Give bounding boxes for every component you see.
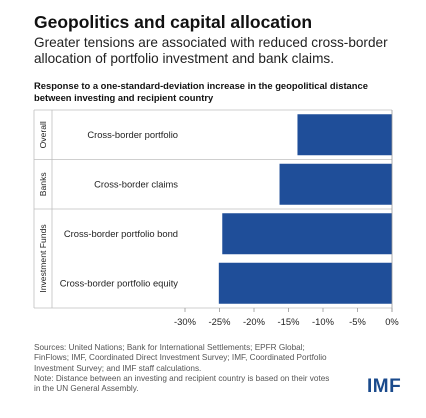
x-tick-label: 0%	[385, 316, 399, 327]
group-label: Investment Funds	[38, 224, 48, 292]
group-label: Banks	[38, 172, 48, 196]
chart-heading: Response to a one-standard-deviation inc…	[34, 80, 368, 103]
x-tick-label: -5%	[349, 316, 366, 327]
x-tick-label: -20%	[243, 316, 265, 327]
bar	[222, 213, 392, 255]
imf-logo: IMF	[367, 376, 402, 397]
bar	[279, 163, 392, 205]
source-note-line: Sources: United Nations; Bank for Intern…	[34, 343, 327, 373]
bar	[297, 114, 392, 156]
x-tick-label: -25%	[209, 316, 231, 327]
x-tick-label: -10%	[312, 316, 334, 327]
x-tick-label: -15%	[278, 316, 300, 327]
chart-title: Geopolitics and capital allocation	[34, 12, 313, 32]
x-tick-label: -30%	[174, 316, 196, 327]
chart-subtitle: Greater tensions are associated with red…	[34, 35, 388, 66]
source-note: Sources: United Nations; Bank for Intern…	[34, 343, 334, 394]
bar	[218, 262, 392, 304]
source-note-line: Note: Distance between an investing and …	[34, 373, 330, 394]
bar-chart: Overall Banks Investment Funds Cross-border…	[33, 109, 399, 327]
category-label: Cross-border portfolio bond	[64, 228, 178, 239]
group-label: Overall	[38, 121, 48, 148]
category-label: Cross-border portfolio	[87, 129, 178, 140]
category-label: Cross-border claims	[94, 178, 178, 189]
category-label: Cross-border portfolio equity	[60, 277, 179, 288]
